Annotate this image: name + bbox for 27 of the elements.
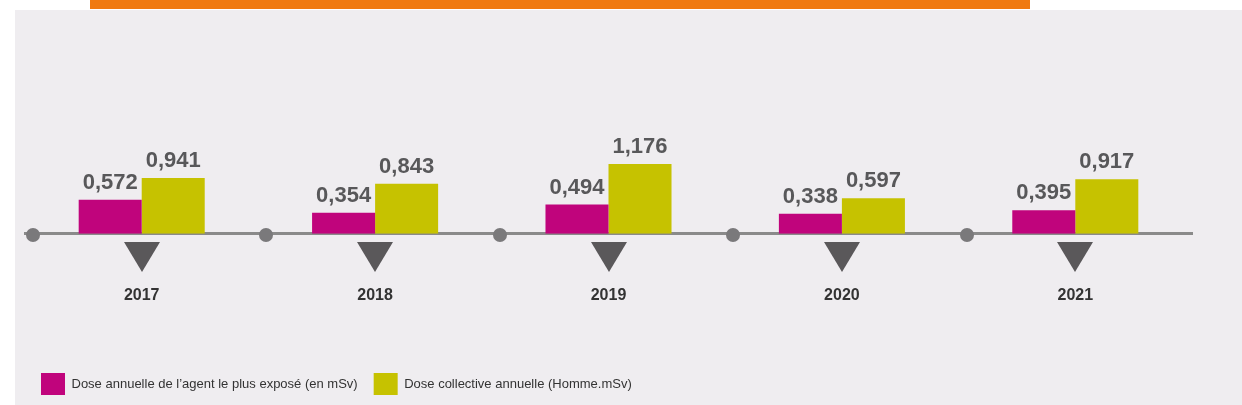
- bar: [841, 198, 905, 234]
- x-tick-label: 2021: [1057, 285, 1094, 303]
- bar: [78, 199, 142, 234]
- bar: [312, 212, 376, 234]
- legend-label: Dose annuelle de l’agent le plus exposé (en mSv): [71, 375, 358, 391]
- x-tick-label: 2017: [123, 285, 160, 303]
- x-tick-label: 2019: [590, 285, 627, 303]
- bar: [778, 213, 842, 234]
- x-tick-label: 2020: [824, 285, 860, 303]
- data-label: 0,395: [1016, 179, 1072, 205]
- data-label: 0,917: [1079, 148, 1135, 174]
- legend-label: Dose collective annuelle (Homme.mSv): [404, 375, 632, 391]
- data-label: 0,354: [316, 181, 372, 207]
- data-label: 1,176: [612, 133, 668, 159]
- x-tick-label: 2018: [357, 285, 393, 303]
- bar: [545, 204, 609, 234]
- data-label: 0,494: [549, 173, 606, 199]
- data-label: 0,338: [782, 182, 838, 208]
- data-label: 0,941: [145, 146, 201, 172]
- data-label: 0,597: [845, 167, 901, 193]
- bar: [375, 183, 439, 234]
- bar: [1012, 210, 1076, 234]
- bar: [1075, 179, 1139, 234]
- data-label: 0,572: [82, 168, 138, 194]
- bar: [141, 177, 205, 234]
- data-label: 0,843: [379, 152, 435, 178]
- bar: [608, 163, 672, 234]
